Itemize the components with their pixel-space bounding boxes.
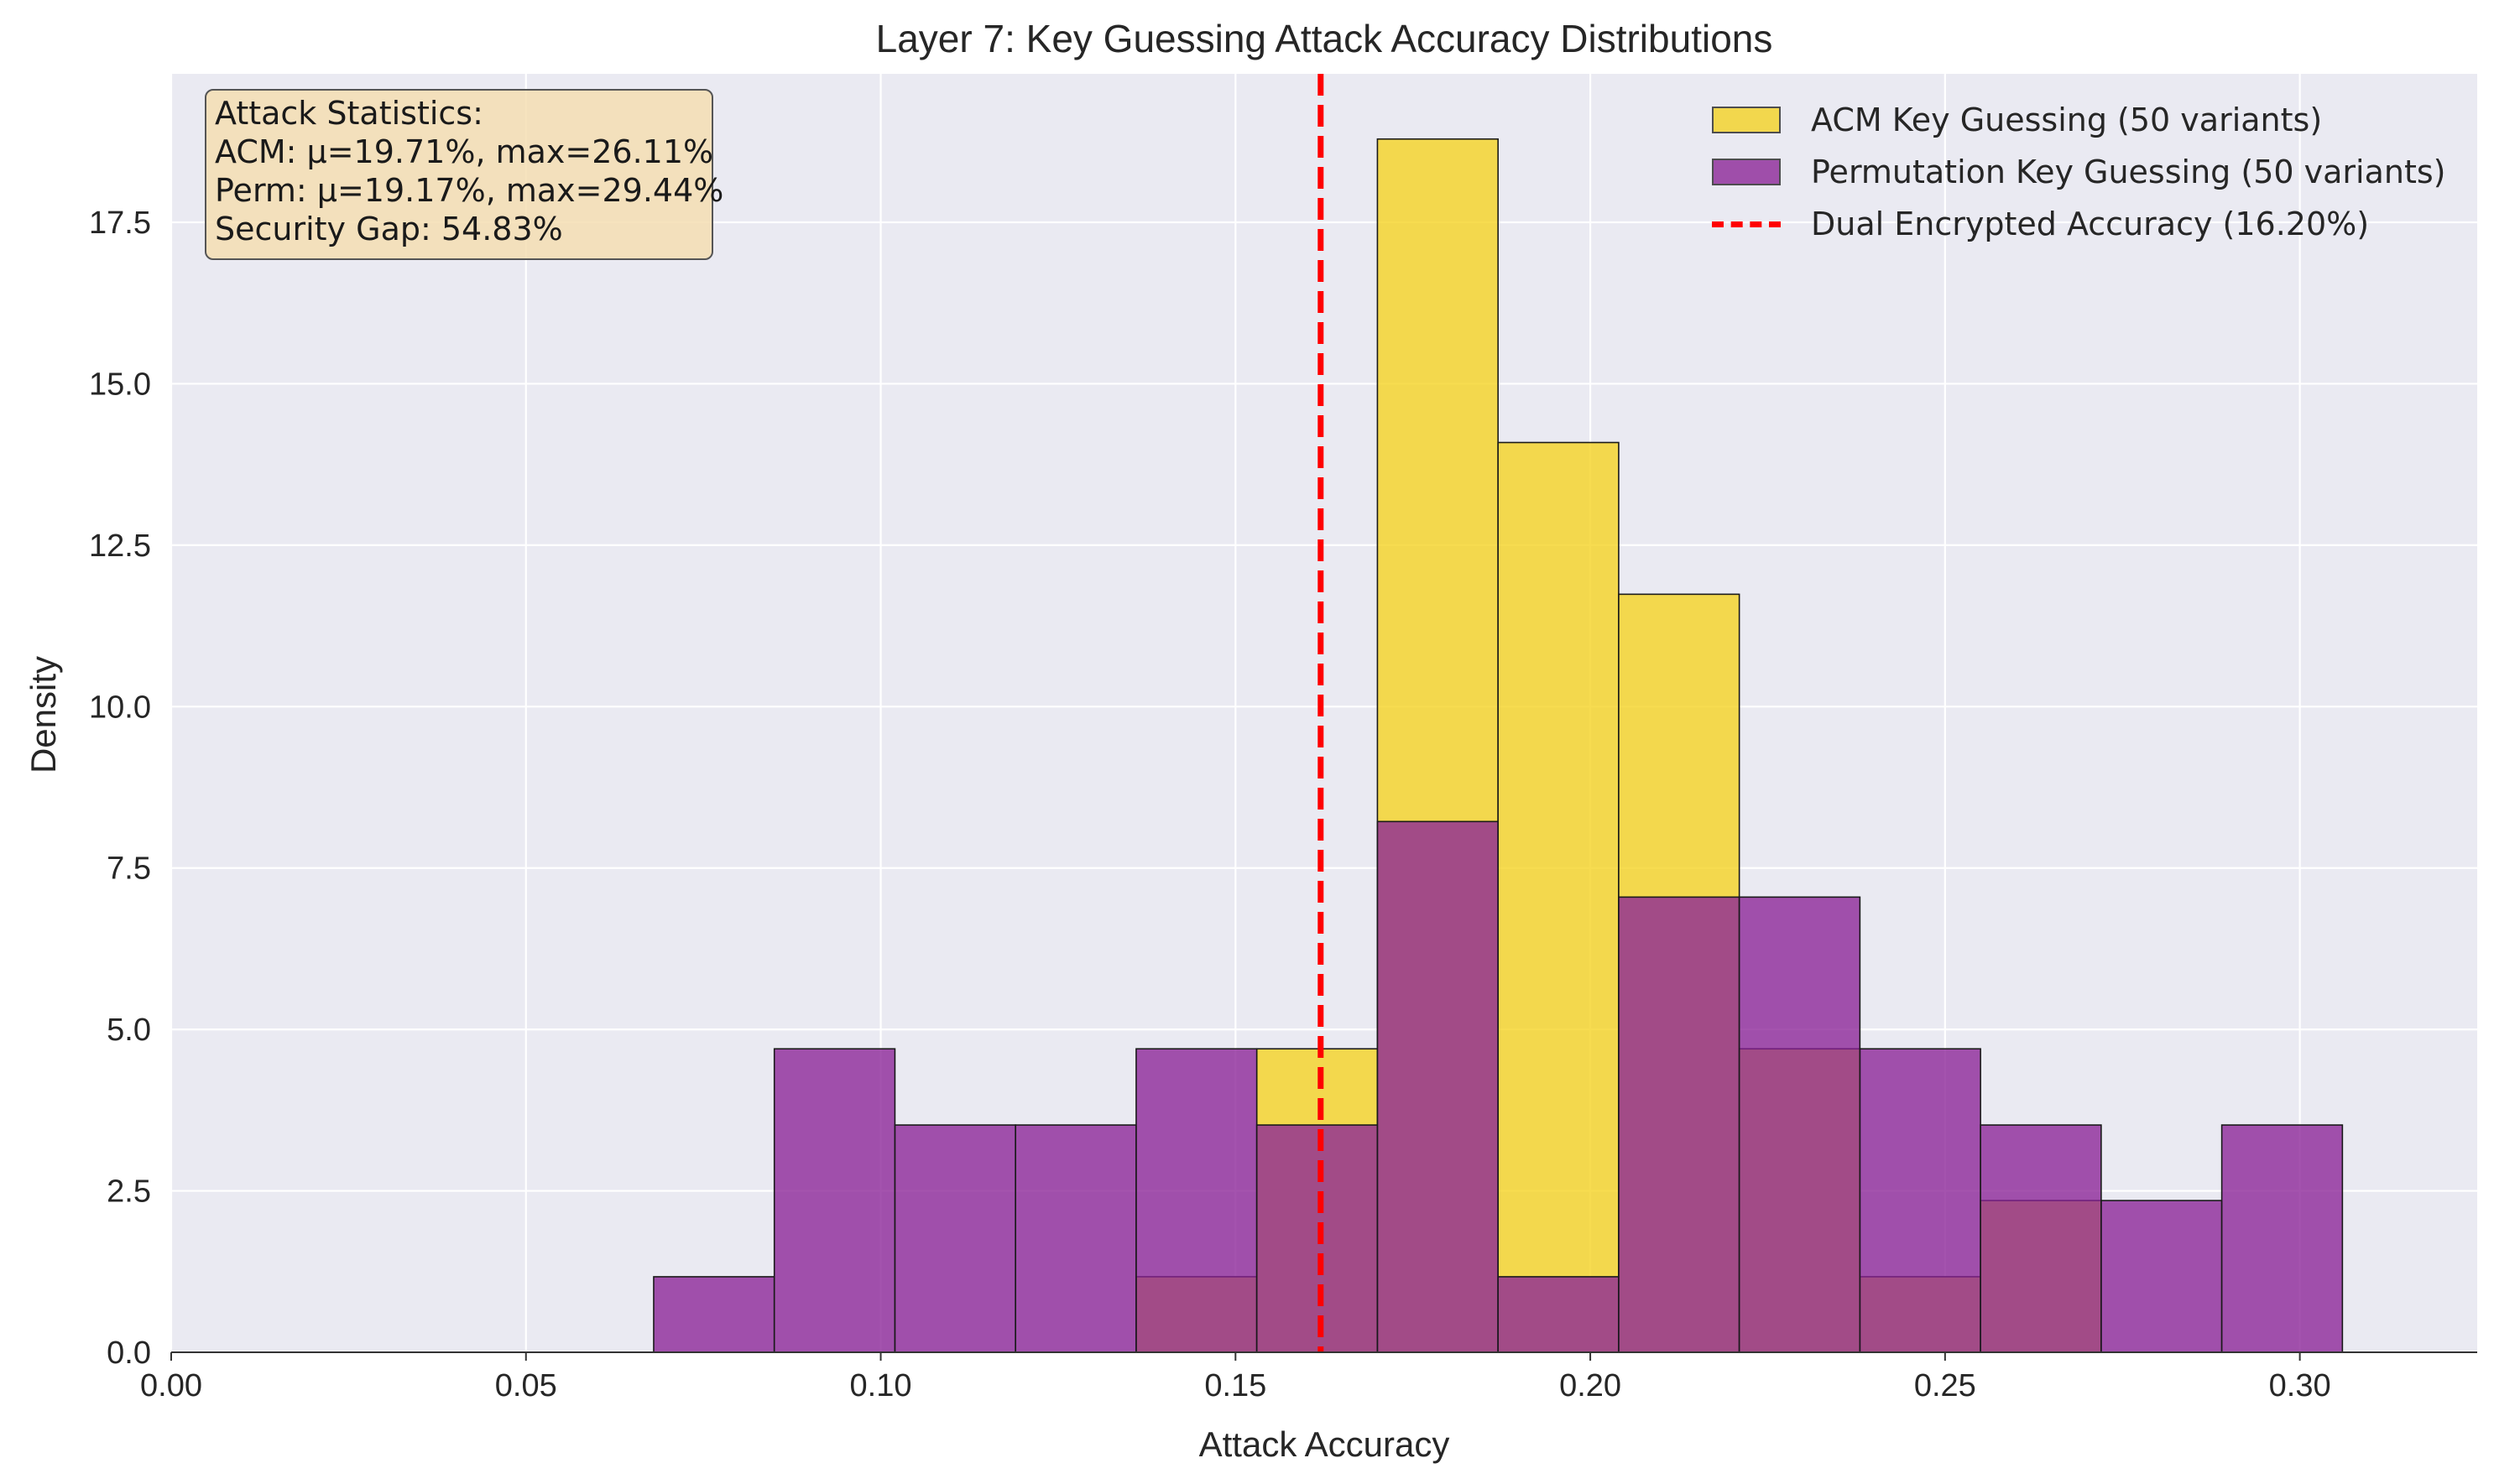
attack-statistics-box: Attack Statistics: ACM: μ=19.71%, max=26…: [205, 89, 724, 260]
legend-swatch-permutation: [1712, 159, 1781, 185]
y-tick-label-3: 7.5: [107, 851, 151, 887]
permutation-bars: [653, 820, 2344, 1353]
legend-label-reference: Dual Encrypted Accuracy (16.20%): [1811, 206, 2370, 242]
permutation-bar-4: [1135, 1048, 1258, 1353]
y-axis-ticks: 0.0 2.5 5.0 7.5 10.0 12.5 15.0 17.5: [89, 206, 151, 1371]
acm-bar-7: [1497, 441, 1620, 1353]
y-tick-label-1: 2.5: [107, 1174, 151, 1210]
permutation-bar-13: [2220, 1124, 2344, 1353]
permutation-bar-8: [1618, 896, 1740, 1353]
y-tick-label-5: 12.5: [89, 529, 151, 564]
x-tick-label-0: 0.00: [140, 1368, 202, 1403]
permutation-bar-6: [1376, 820, 1499, 1353]
x-tick-label-6: 0.30: [2269, 1368, 2331, 1403]
legend-label-acm: ACM Key Guessing (50 variants): [1811, 102, 2323, 138]
y-tick-label-0: 0.0: [107, 1336, 151, 1371]
legend-item-acm: ACM Key Guessing (50 variants): [1712, 94, 2445, 146]
y-axis-label: Density: [23, 656, 63, 773]
legend-label-permutation: Permutation Key Guessing (50 variants): [1811, 154, 2446, 190]
permutation-bar-12: [2100, 1200, 2223, 1353]
legend-swatch-acm: [1712, 107, 1781, 133]
chart-title: Layer 7: Key Guessing Attack Accuracy Di…: [876, 17, 1773, 60]
x-tick-label-5: 0.25: [1914, 1368, 1976, 1403]
legend-swatch-reference: [1712, 221, 1781, 227]
permutation-bar-1: [773, 1048, 896, 1353]
y-tick-label-4: 10.0: [89, 690, 151, 725]
legend-item-reference: Dual Encrypted Accuracy (16.20%): [1712, 198, 2445, 250]
x-tick-label-3: 0.15: [1204, 1368, 1266, 1403]
permutation-bar-5: [1255, 1124, 1379, 1353]
legend: ACM Key Guessing (50 variants) Permutati…: [1712, 94, 2445, 250]
y-tick-label-7: 17.5: [89, 206, 151, 241]
x-tick-label-4: 0.20: [1559, 1368, 1621, 1403]
stats-acm: ACM: μ=19.71%, max=26.11%: [215, 133, 714, 170]
y-tick-label-2: 5.0: [107, 1013, 151, 1048]
x-axis-ticks: 0.00 0.05 0.10 0.15 0.20 0.25 0.30: [140, 1352, 2331, 1403]
stats-security-gap: Security Gap: 54.83%: [215, 211, 563, 247]
permutation-bar-3: [1015, 1124, 1137, 1353]
stats-perm: Perm: μ=19.17%, max=29.44%: [215, 172, 724, 209]
legend-item-permutation: Permutation Key Guessing (50 variants): [1712, 146, 2445, 198]
permutation-bar-0: [653, 1276, 775, 1353]
y-tick-label-6: 15.0: [89, 367, 151, 402]
x-tick-label-2: 0.10: [850, 1368, 912, 1403]
x-tick-label-1: 0.05: [495, 1368, 557, 1403]
permutation-bar-9: [1738, 896, 1861, 1353]
x-axis-label: Attack Accuracy: [1199, 1424, 1450, 1464]
stats-heading: Attack Statistics:: [215, 95, 483, 132]
permutation-bar-11: [1980, 1124, 2102, 1353]
permutation-bar-10: [1859, 1048, 1981, 1353]
permutation-bar-2: [894, 1124, 1016, 1353]
permutation-bar-7: [1497, 1276, 1620, 1353]
